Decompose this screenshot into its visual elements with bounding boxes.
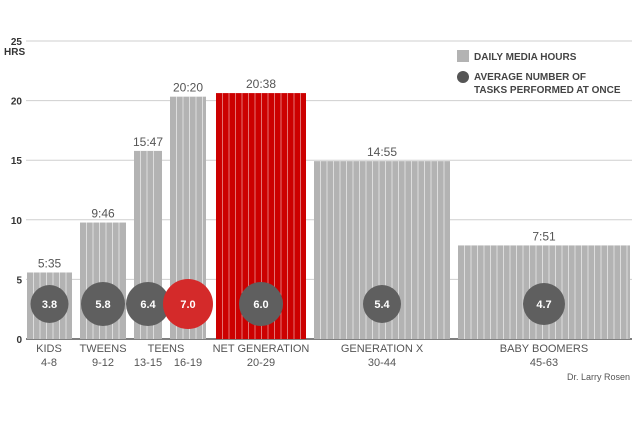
y-tick-label: 10 — [11, 216, 23, 227]
y-tick-label: 25 — [11, 37, 23, 48]
legend-swatch-tasks — [457, 71, 469, 83]
y-tick-label: 20 — [11, 97, 23, 108]
y-tick-label: 5 — [16, 275, 22, 286]
category-label: GENERATION X — [341, 343, 424, 355]
bar-value-label: 14:55 — [367, 145, 397, 159]
legend-label-media-hours: DAILY MEDIA HOURS — [474, 52, 577, 63]
bar-value-label: 9:46 — [91, 207, 115, 221]
category-label: BABY BOOMERS — [500, 343, 588, 355]
task-circle — [30, 285, 69, 323]
task-circle — [81, 282, 125, 326]
task-circle-label: 6.0 — [253, 299, 268, 311]
legend-swatch-media-hours — [457, 50, 469, 62]
task-circle-label: 5.4 — [374, 299, 390, 311]
category-range-label: 4-8 — [41, 357, 57, 369]
bar-value-label: 20:38 — [246, 77, 276, 91]
bar-value-label: 15:47 — [133, 135, 163, 149]
bar-value-label: 5:35 — [38, 256, 62, 270]
category-label: TWEENS — [79, 343, 126, 355]
task-circle-label: 7.0 — [180, 299, 195, 311]
task-circle — [239, 282, 283, 326]
task-circle-label: 3.8 — [42, 299, 57, 311]
task-circle — [523, 283, 565, 325]
y-axis-label: HRS — [4, 47, 25, 58]
category-range-label: 30-44 — [368, 357, 396, 369]
labels: 0 5 10 15 20 25 5:35 3.8 9:46 5.8 15:47 6.4 20:20 7.0… — [11, 37, 588, 369]
category-range-label: 9-12 — [92, 357, 114, 369]
y-tick-label: 15 — [11, 156, 23, 167]
category-label: NET GENERATION — [213, 343, 310, 355]
credit-text: Dr. Larry Rosen — [567, 372, 630, 382]
legend-label-tasks-line2: TASKS PERFORMED AT ONCE — [474, 85, 621, 96]
category-range-label: 16-19 — [174, 357, 202, 369]
task-circle-label: 6.4 — [140, 299, 156, 311]
category-range-label: 45-63 — [530, 357, 558, 369]
bar-value-label: 7:51 — [532, 229, 556, 243]
legend: DAILY MEDIA HOURS AVERAGE NUMBER OF TASK… — [457, 50, 621, 96]
y-tick-label: 0 — [16, 335, 22, 346]
category-range-label: 13-15 — [134, 357, 162, 369]
legend-label-tasks-line1: AVERAGE NUMBER OF — [474, 72, 586, 83]
bar-value-label: 20:20 — [173, 81, 203, 95]
task-circle-label: 4.7 — [536, 299, 551, 311]
category-label: KIDS — [36, 343, 62, 355]
task-circle — [163, 279, 213, 329]
task-circle — [363, 285, 401, 323]
category-range-label: 20-29 — [247, 357, 275, 369]
task-circle — [126, 282, 170, 326]
task-circles — [30, 279, 565, 329]
category-label: TEENS — [148, 343, 185, 355]
task-circle-label: 5.8 — [95, 299, 110, 311]
